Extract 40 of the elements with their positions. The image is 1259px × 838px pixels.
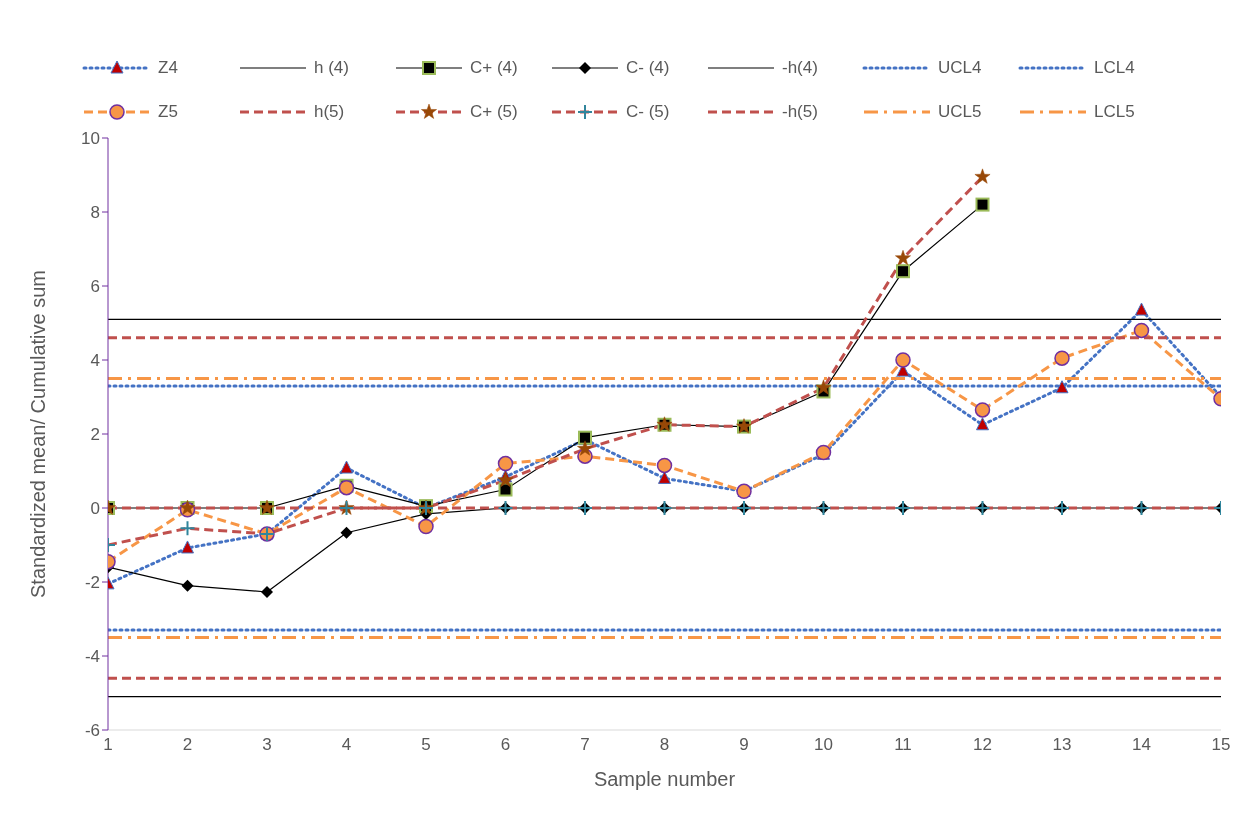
legend-label: UCL4 — [938, 58, 982, 78]
x-tick-label: 4 — [341, 735, 352, 755]
legend-label: h (4) — [314, 58, 349, 78]
x-tick-label: 6 — [500, 735, 511, 755]
y-axis-title: Standardized mean/ Cumulative sum — [27, 270, 50, 598]
y-tick-label: -2 — [84, 573, 100, 593]
legend-label: Z4 — [158, 58, 178, 78]
legend-label: LCL4 — [1094, 58, 1135, 78]
legend-label: C- (5) — [626, 102, 670, 122]
legend-label: -h(4) — [782, 58, 818, 78]
y-tick-label: 10 — [81, 129, 100, 149]
legend-label: LCL5 — [1094, 102, 1135, 122]
x-axis-title: Sample number — [593, 768, 736, 790]
legend-label: C+ (5) — [470, 102, 518, 122]
x-tick-label: 13 — [1052, 735, 1072, 755]
x-tick-label: 9 — [739, 735, 749, 755]
y-tick-label: 0 — [90, 499, 100, 519]
y-tick-label: 2 — [90, 425, 100, 445]
legend-label: UCL5 — [938, 102, 982, 122]
x-tick-label: 10 — [814, 735, 833, 755]
x-tick-label: 5 — [421, 735, 431, 755]
y-tick-label: 4 — [90, 351, 100, 371]
y-tick-label: -4 — [84, 647, 100, 667]
legend-label: Z5 — [158, 102, 178, 122]
legend-label: h(5) — [314, 102, 345, 122]
x-tick-label: 8 — [659, 735, 670, 755]
legend-label: C+ (4) — [470, 58, 518, 78]
x-tick-label: 12 — [973, 735, 992, 755]
x-tick-label: 14 — [1132, 735, 1151, 755]
x-tick-label: 15 — [1211, 735, 1231, 755]
legend-label: -h(5) — [782, 102, 818, 122]
x-tick-label: 7 — [580, 735, 590, 755]
y-tick-label: -6 — [84, 721, 100, 741]
legend-label: C- (4) — [626, 58, 670, 78]
y-tick-label: 6 — [90, 277, 100, 297]
x-tick-label: 3 — [262, 735, 272, 755]
x-tick-label: 1 — [103, 735, 113, 755]
x-tick-label: 2 — [182, 735, 193, 755]
y-tick-label: 8 — [90, 203, 100, 223]
x-tick-label: 11 — [894, 735, 912, 755]
